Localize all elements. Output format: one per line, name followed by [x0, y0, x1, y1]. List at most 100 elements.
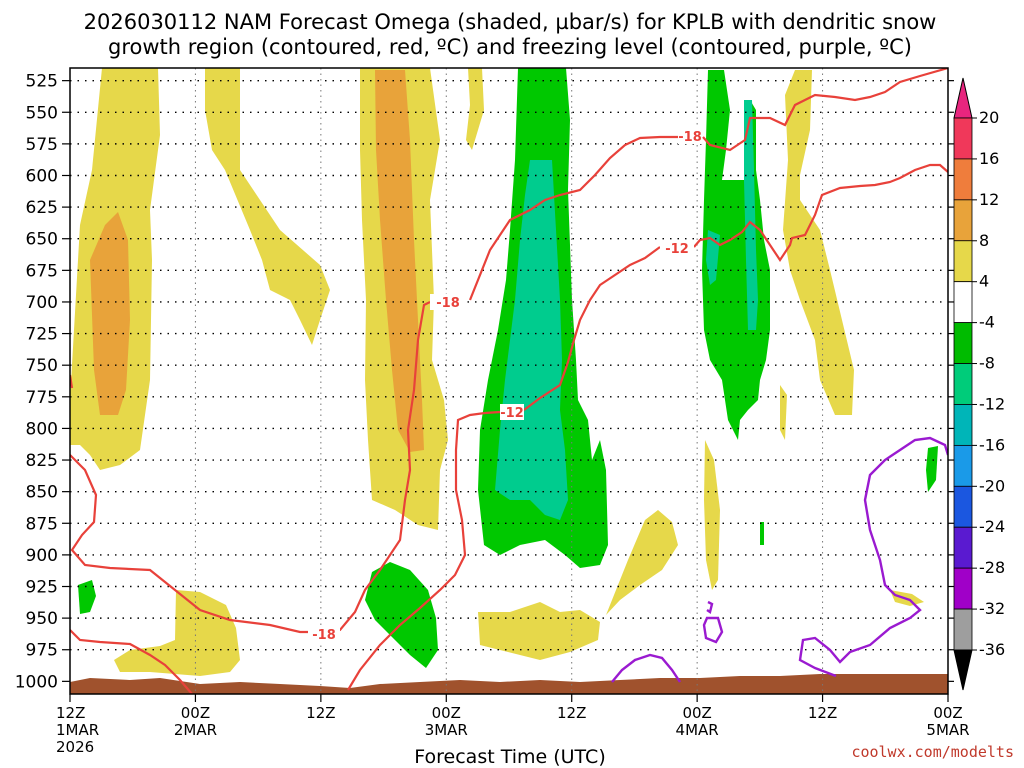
freezing-level-contour — [706, 600, 714, 614]
omega-negative-strong-region — [744, 100, 758, 330]
colorbar-segment — [953, 444, 973, 487]
x-tick-label: 00Z — [432, 704, 461, 722]
colorbar-segment — [953, 567, 973, 610]
colorbar-tick-label: 12 — [979, 190, 999, 209]
x-tick-label: 12Z — [56, 704, 85, 722]
colorbar-segment — [953, 199, 973, 242]
y-tick-label: 850 — [26, 483, 58, 503]
x-tick-label: 2MAR — [174, 721, 217, 739]
colorbar-segment — [953, 485, 973, 528]
chart-title-line1: 2026030112 NAM Forecast Omega (shaded, µ… — [84, 10, 937, 34]
dgz-contour-line — [70, 301, 431, 634]
y-tick-label: 900 — [26, 546, 58, 566]
dgz-contour-label: -18 — [436, 296, 460, 311]
freezing-level-contour — [702, 616, 724, 644]
dgz-contour-label: -18 — [678, 130, 702, 145]
x-tick-label: 00Z — [181, 704, 210, 722]
y-tick-label: 700 — [26, 293, 58, 313]
colorbar-top-arrow — [953, 77, 973, 119]
plot-border — [69, 67, 949, 695]
colorbar-segment — [953, 158, 973, 201]
colorbar-tick-label: 8 — [979, 231, 989, 250]
x-tick-label: 12Z — [306, 704, 335, 722]
y-tick-label: 825 — [26, 451, 58, 471]
omega-positive-region — [783, 70, 854, 415]
colorbar-tick-label: 20 — [979, 108, 999, 127]
x-tick-label: 00Z — [682, 704, 711, 722]
omega-positive-region — [478, 602, 600, 660]
omega-positive-strong-region — [375, 70, 424, 452]
dgz-contour-line — [693, 163, 948, 262]
y-tick-label: 800 — [26, 419, 58, 439]
colorbar-segment — [953, 281, 973, 324]
dgz-contour-line — [523, 246, 661, 411]
dgz-contour-line — [70, 629, 193, 694]
x-tick-label: 12Z — [557, 704, 586, 722]
colorbar-tick-label: 4 — [979, 272, 989, 291]
x-tick-label: 2026 — [56, 738, 94, 756]
colorbar-tick-label: 16 — [979, 149, 999, 168]
colorbar-tick-label: -12 — [979, 394, 1005, 413]
omega-negative-region — [926, 446, 938, 492]
colorbar-tick-label: -4 — [979, 313, 995, 332]
y-tick-label: 725 — [26, 325, 58, 345]
y-tick-label: 650 — [26, 230, 58, 250]
contour-labels: -18 -18 -12 -12 -18 — [308, 128, 702, 643]
credit-text: coolwx.com/modelts — [851, 743, 1014, 761]
colorbar-tick-label: -24 — [979, 517, 1005, 536]
colorbar-segment — [953, 117, 973, 160]
omega-positive-region — [704, 440, 720, 590]
omega-positive-region — [205, 68, 330, 345]
x-tick-label: 00Z — [933, 704, 962, 722]
x-tick-label: 5MAR — [926, 721, 969, 739]
colorbar-tick-label: -36 — [979, 640, 1005, 659]
omega-positive-strong-region — [90, 212, 130, 415]
chart-title-line2: growth region (contoured, red, ºC) and f… — [108, 35, 912, 59]
y-tick-label: 775 — [26, 388, 58, 408]
omega-negative-region — [365, 562, 438, 668]
y-tick-label: 625 — [26, 198, 58, 218]
x-tick-label: 12Z — [808, 704, 837, 722]
colorbar-segment — [953, 404, 973, 446]
dgz-contour-line — [468, 135, 680, 301]
freezing-level-contour — [798, 436, 948, 678]
y-tick-label: 550 — [26, 103, 58, 123]
y-tick-label: 575 — [26, 135, 58, 155]
omega-negative-region — [78, 580, 96, 614]
colorbar-segment — [953, 363, 973, 405]
dgz-contour-line — [347, 410, 501, 691]
x-tick-label: 4MAR — [676, 721, 719, 739]
y-tick-label: 975 — [26, 641, 58, 661]
colorbar-segment — [953, 240, 973, 283]
plot-shading — [70, 68, 948, 694]
omega-positive-region — [114, 590, 240, 676]
y-tick-label: 675 — [26, 261, 58, 281]
omega-negative-region — [760, 522, 764, 545]
omega-positive-region — [780, 385, 787, 440]
colorbar-tick-label: -20 — [979, 476, 1005, 495]
dgz-contour-label: -18 — [312, 628, 336, 643]
y-tick-label: 875 — [26, 514, 58, 534]
colorbar-segment — [953, 526, 973, 569]
colorbar: 20 16 12 8 4 -4 -8 -12 -16 -20 -24 -28 -32 -36 — [953, 77, 1005, 691]
dgz-contour-label: -12 — [500, 406, 524, 421]
colorbar-bottom-arrow — [953, 649, 973, 691]
freezing-level-contour — [611, 653, 681, 683]
colorbar-tick-label: -8 — [979, 354, 995, 373]
omega-positive-region — [606, 510, 678, 615]
y-tick-label: 1000 — [15, 672, 58, 692]
colorbar-tick-label: -32 — [979, 599, 1005, 618]
y-tick-label: 600 — [26, 166, 58, 186]
colorbar-segment — [953, 322, 973, 364]
y-tick-label: 950 — [26, 609, 58, 629]
y-tick-label: 750 — [26, 356, 58, 376]
y-tick-label: 925 — [26, 578, 58, 598]
x-tick-label: 1MAR — [56, 721, 99, 739]
dgz-contour-label: -12 — [665, 242, 689, 257]
y-tick-label: 525 — [26, 72, 58, 92]
omega-negative-strong-region — [495, 160, 568, 520]
colorbar-tick-label: -28 — [979, 558, 1005, 577]
colorbar-segment — [953, 608, 973, 651]
